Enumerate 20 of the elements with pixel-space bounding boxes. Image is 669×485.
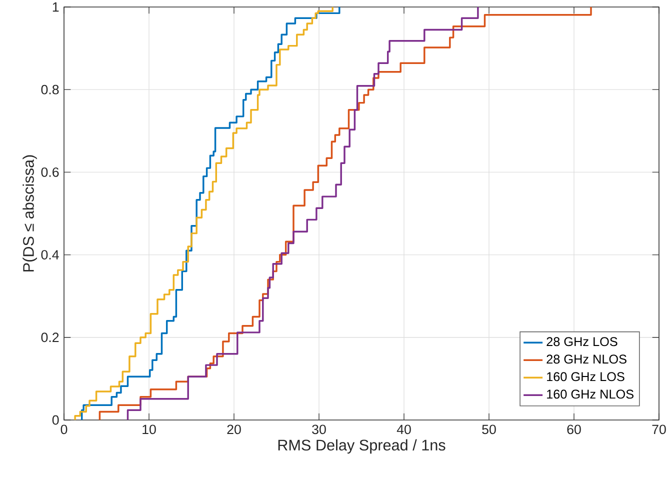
y-tick-label: 0.4	[41, 250, 59, 260]
x-axis-title: RMS Delay Spread / 1ns	[278, 439, 446, 454]
x-tick-label: 50	[482, 424, 496, 434]
y-tick-label: 0.6	[41, 167, 59, 177]
x-tick-label: 60	[567, 424, 581, 434]
x-tick-label: 10	[142, 424, 156, 434]
x-tick-label: 0	[60, 424, 68, 434]
y-axis-title: P(DS ≤ abscissa)	[22, 155, 37, 272]
y-tick-label: 0.2	[41, 332, 59, 342]
legend-label: 160 GHz LOS	[547, 372, 624, 382]
x-tick-label: 30	[312, 424, 326, 434]
y-tick-label: 0.8	[41, 84, 59, 94]
y-tick-label: 0	[52, 415, 59, 425]
x-tick-label: 70	[652, 424, 666, 434]
legend-label: 28 GHz NLOS	[546, 354, 626, 364]
legend-label: 28 GHz LOS	[546, 337, 618, 346]
legend-label: 160 GHz NLOS	[547, 390, 634, 399]
y-tick-label: 1	[52, 2, 59, 12]
x-tick-label: 20	[227, 424, 241, 434]
x-tick-label: 40	[396, 424, 411, 434]
